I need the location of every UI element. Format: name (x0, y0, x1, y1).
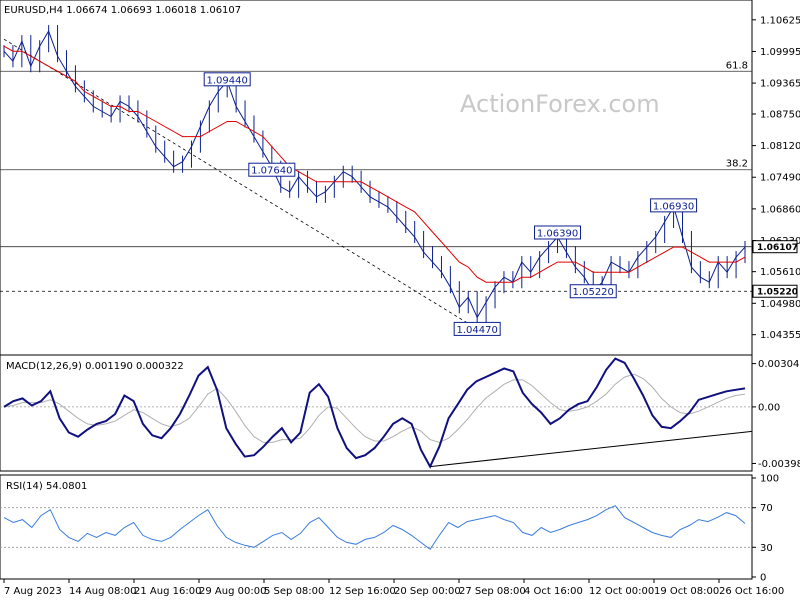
price-tag-box (752, 240, 798, 254)
time-tick-label: 26 Oct 16:00 (719, 586, 784, 597)
macd-tick-label: -0.003981 (758, 459, 800, 470)
rsi-axis: 100 70 30 0 (752, 474, 779, 584)
rsi-tick-label: 70 (760, 503, 773, 514)
time-tick-label: 12 Sep 16:00 (329, 586, 396, 597)
time-tick-label: 5 Sep 08:00 (264, 586, 324, 597)
watermark: ActionForex.com (460, 90, 660, 118)
price-tick-label: 1.08750 (760, 109, 800, 120)
time-tick-label: 21 Aug 16:00 (134, 586, 201, 597)
swing-label: 1.06390 (537, 228, 578, 239)
moving-average-line (3, 45, 746, 283)
downtrend-line (3, 38, 478, 330)
macd-trendline (430, 430, 753, 468)
price-tick-label: 1.07490 (760, 173, 800, 184)
price-tag: 1.06107 (757, 243, 798, 253)
macd-tick-label: 0.00 (758, 402, 780, 413)
time-tick-label: 4 Oct 16:00 (524, 586, 583, 597)
price-tick-label: 1.05610 (760, 267, 800, 278)
time-tick-label: 20 Sep 00:00 (394, 586, 461, 597)
time-tick-label: 29 Aug 00:00 (199, 586, 266, 597)
horizontal-lines: 61.8 38.2 (0, 60, 752, 292)
swing-label-box (453, 321, 501, 336)
price-tag-box (752, 284, 798, 298)
price-tick-label: 1.08120 (760, 141, 800, 152)
swing-label: 1.06930 (653, 201, 694, 212)
swing-label-box (203, 72, 251, 87)
rsi-title: RSI(14) 54.0801 (6, 481, 87, 492)
downtrend-dashed-line (3, 38, 478, 330)
hline-label-1: 38.2 (726, 159, 748, 170)
swing-label-box (569, 284, 617, 299)
rsi-tick-label: 30 (760, 543, 773, 554)
symbol-header: EURUSD,H4 1.06674 1.06693 1.06018 1.0610… (4, 5, 241, 16)
macd-title: MACD(12,26,9) 0.001190 0.000322 (6, 361, 184, 372)
price-tag: 1.05220 (757, 288, 798, 298)
macd-line (3, 357, 746, 469)
price-tick-label: 1.06860 (760, 204, 800, 215)
macd-panel: MACD(12,26,9) 0.001190 0.000322 0.003046… (0, 354, 800, 472)
time-tick-label: 7 Aug 2023 (4, 586, 62, 597)
macd-tick-label: 0.003046 (758, 359, 800, 370)
price-panel: ActionForex.com EURUSD,H4 1.06674 1.0669… (0, 0, 800, 356)
price-tick-label: 1.04355 (760, 330, 800, 341)
swing-label-box (248, 162, 296, 177)
rsi-series (0, 505, 752, 551)
swing-label-box (650, 198, 698, 213)
swing-label: 1.04470 (456, 325, 497, 336)
swing-label: 1.05220 (573, 287, 614, 298)
price-tick-label: 1.04980 (760, 299, 800, 310)
rsi-panel: RSI(14) 54.0801 100 70 30 0 (0, 474, 779, 584)
time-tick-label: 19 Oct 08:00 (654, 586, 719, 597)
swing-label-box (534, 225, 582, 240)
time-tick-label: 27 Sep 08:00 (459, 586, 526, 597)
time-tick-label: 14 Aug 08:00 (69, 586, 136, 597)
price-close-line (3, 29, 746, 319)
rsi-line (3, 505, 746, 551)
price-axis: 1.10625 1.09995 1.09365 1.08750 1.08120 1.074… (752, 15, 800, 341)
macd-signal-line (3, 373, 746, 443)
hline-label-0: 61.8 (726, 60, 748, 71)
macd-axis: 0.003046 0.00 -0.003981 (752, 359, 800, 470)
price-tick-label: 1.09995 (760, 47, 800, 58)
swing-label: 1.09440 (207, 75, 248, 86)
macd-series (0, 357, 753, 469)
price-tick-label: 1.10625 (760, 15, 800, 26)
rsi-tick-label: 0 (760, 573, 766, 584)
rsi-tick-label: 100 (760, 474, 779, 485)
price-series (3, 25, 746, 324)
price-tick-label: 1.09365 (760, 79, 800, 90)
time-tick-label: 12 Oct 00:00 (589, 586, 654, 597)
price-labels: 1.09440 1.07640 1.06390 1.06930 1.05220 1.044… (203, 72, 698, 336)
swing-label: 1.07640 (251, 166, 292, 177)
